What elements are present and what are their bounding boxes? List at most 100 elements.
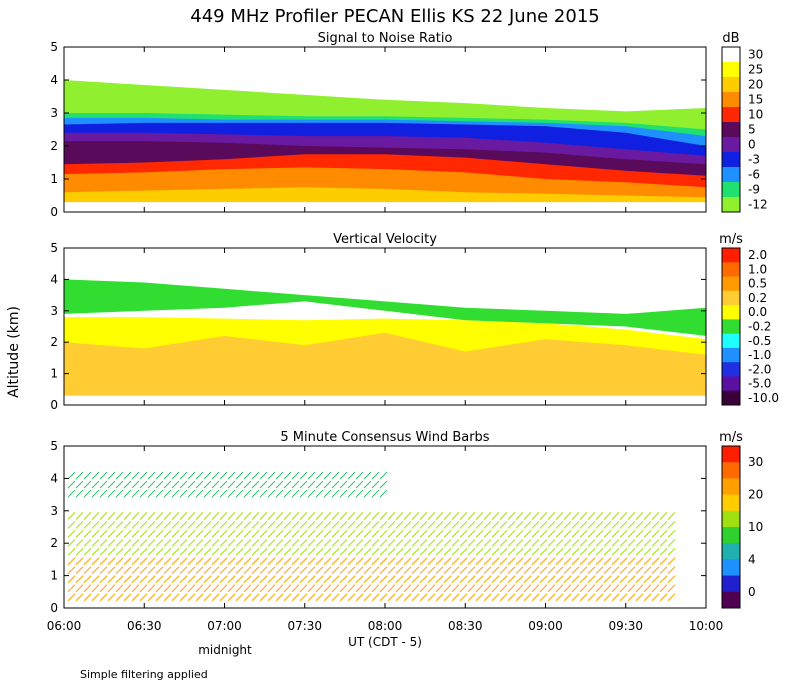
wind-barb [203, 557, 212, 566]
wind-barb [211, 489, 220, 498]
wind-barb [131, 539, 140, 547]
wind-barb [243, 539, 252, 547]
wind-barb [299, 566, 308, 575]
wind-barb [347, 593, 356, 602]
wind-barb [491, 557, 500, 566]
wind-barb [363, 471, 372, 480]
wind-barb [595, 548, 604, 556]
wind-barb [411, 593, 420, 602]
wind-barb [267, 557, 276, 566]
wind-barb [507, 557, 516, 566]
colorbar-swatch [722, 362, 740, 377]
wind-barb [243, 566, 252, 575]
wind-barb [339, 480, 348, 489]
wind-barb [427, 530, 436, 538]
colorbar-label: -3 [748, 153, 760, 167]
wind-barb [619, 548, 628, 556]
wind-barb [147, 548, 156, 556]
wind-barb [531, 539, 540, 547]
wind-barb [227, 557, 236, 566]
wind-barb [667, 593, 676, 602]
wind-barb [339, 584, 348, 593]
wind-barb [131, 575, 140, 584]
wind-barb [267, 548, 276, 556]
wind-barb [579, 512, 588, 520]
wind-barb [531, 530, 540, 538]
wind-barb [523, 530, 532, 538]
wind-barb [539, 593, 548, 602]
wind-barb [163, 575, 172, 584]
wind-barb [499, 521, 508, 529]
wind-barb [587, 575, 596, 584]
wind-barb [555, 521, 564, 529]
wind-barb [411, 575, 420, 584]
wind-barb [547, 539, 556, 547]
wind-barb [571, 593, 580, 602]
wind-barb [411, 512, 420, 520]
wind-barb [67, 557, 76, 566]
wind-barb [315, 489, 324, 498]
wind-barb [275, 530, 284, 538]
wind-barb [467, 557, 476, 566]
colorbar-frame [721, 247, 741, 406]
wind-barb [459, 539, 468, 547]
wind-barb [155, 548, 164, 556]
wind-barb [307, 539, 316, 547]
wind-barb [171, 575, 180, 584]
wind-barb [195, 471, 204, 480]
wind-barb [499, 548, 508, 556]
wind-barb [483, 557, 492, 566]
wind-barb [611, 530, 620, 538]
wind-barb [211, 530, 220, 538]
wind-barb [499, 539, 508, 547]
wind-barb [227, 521, 236, 529]
wind-barb [467, 539, 476, 547]
wind-barb [291, 548, 300, 556]
wind-barb [179, 530, 188, 538]
wind-barb [203, 512, 212, 520]
wind-barb [571, 584, 580, 593]
wind-barb [651, 512, 660, 520]
y-tick-label: 1 [50, 367, 58, 381]
wind-barb [211, 566, 220, 575]
wind-barb [211, 593, 220, 602]
colorbar-swatch [722, 152, 740, 168]
wind-barb [163, 557, 172, 566]
wind-barb [355, 530, 364, 538]
wind-barb [507, 584, 516, 593]
wind-barb [331, 521, 340, 529]
wind-barb [475, 593, 484, 602]
y-tick-label: 3 [50, 106, 58, 120]
wind-barb [163, 566, 172, 575]
wind-barb [459, 566, 468, 575]
wind-barb [531, 512, 540, 520]
wind-barb [411, 566, 420, 575]
wind-barb [667, 557, 676, 566]
panels: Signal to Noise Ratio012345dB30252015105… [47, 31, 779, 633]
wind-barb [403, 557, 412, 566]
wind-barb [331, 480, 340, 489]
wind-barb [131, 530, 140, 538]
wind-barb [651, 584, 660, 593]
wind-barb [483, 521, 492, 529]
wind-barb [275, 584, 284, 593]
colorbar-swatch [722, 494, 740, 512]
wind-barb [627, 521, 636, 529]
wind-barb [355, 548, 364, 556]
wind-barb [667, 566, 676, 575]
wind-barb [515, 575, 524, 584]
wind-barb [107, 584, 116, 593]
wind-barb [347, 539, 356, 547]
wind-barb [523, 548, 532, 556]
wind-barb [571, 575, 580, 584]
wind-barb [203, 584, 212, 593]
colorbar-swatch [722, 262, 740, 278]
wind-barb [75, 471, 84, 480]
wind-barb [379, 512, 388, 520]
wind-barb [243, 593, 252, 602]
wind-barb [563, 566, 572, 575]
wind-barb [75, 548, 84, 556]
wind-barb [611, 539, 620, 547]
wind-barb [179, 539, 188, 547]
wind-barb [299, 548, 308, 556]
